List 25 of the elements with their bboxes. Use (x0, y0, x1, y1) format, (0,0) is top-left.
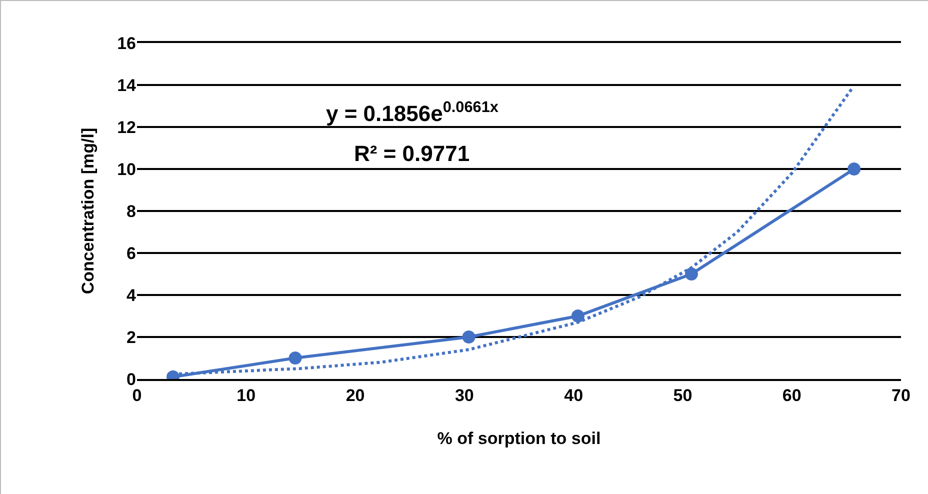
y-tick-label: 8 (126, 202, 136, 221)
y-tick-label: 10 (117, 160, 136, 179)
y-tick-label: 12 (117, 118, 136, 137)
y-tick-label: 6 (126, 244, 136, 263)
y-tick-label: 0 (126, 370, 136, 389)
x-tick-label: 40 (564, 386, 584, 406)
annotation: R² = 0.9771 (354, 141, 470, 166)
y-tick-label: 2 (126, 328, 136, 347)
x-tick-label: 50 (673, 386, 692, 406)
point (288, 352, 302, 364)
y-tick-label: 14 (117, 76, 137, 95)
point (684, 268, 698, 280)
x-tick-label: 30 (454, 386, 474, 406)
point (462, 330, 476, 344)
x-tick-label: 10 (236, 386, 256, 406)
y-tick-label: 16 (117, 34, 136, 53)
x-tick-label: 60 (782, 386, 802, 406)
x-axis-title: % of sorption to soil (437, 429, 601, 448)
point (848, 162, 861, 176)
annotation: y = 0.1856e$^{0.0661x}$ (326, 99, 499, 126)
x-tick-label: 70 (892, 386, 910, 406)
y-axis-title: Concentration [mg/l] (78, 128, 98, 294)
y-tick-label: 4 (126, 286, 137, 305)
point (571, 310, 584, 322)
x-tick-label: 20 (346, 386, 365, 406)
